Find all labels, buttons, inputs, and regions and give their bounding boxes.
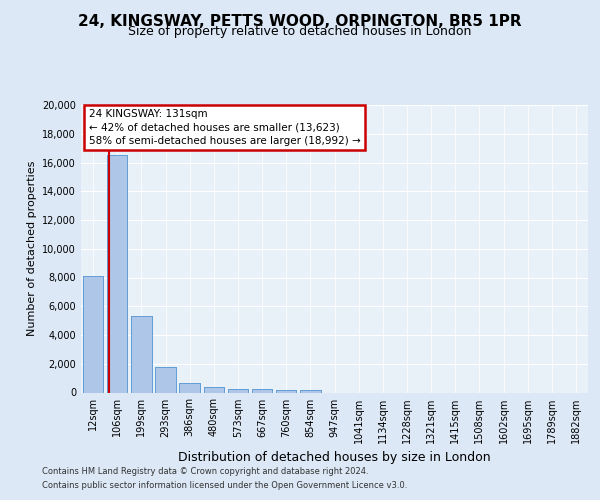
Y-axis label: Number of detached properties: Number of detached properties: [27, 161, 37, 336]
Bar: [203, 388, 224, 392]
Bar: [276, 390, 296, 392]
Bar: [203, 388, 224, 392]
Bar: [131, 316, 152, 392]
Bar: [131, 316, 152, 392]
Text: Contains public sector information licensed under the Open Government Licence v3: Contains public sector information licen…: [42, 481, 407, 490]
Bar: [107, 156, 127, 392]
Bar: [227, 388, 248, 392]
Bar: [300, 390, 320, 392]
Bar: [252, 390, 272, 392]
Bar: [300, 390, 320, 392]
Bar: [155, 368, 176, 392]
Text: 24 KINGSWAY: 131sqm
← 42% of detached houses are smaller (13,623)
58% of semi-de: 24 KINGSWAY: 131sqm ← 42% of detached ho…: [89, 110, 361, 146]
Text: 24, KINGSWAY, PETTS WOOD, ORPINGTON, BR5 1PR: 24, KINGSWAY, PETTS WOOD, ORPINGTON, BR5…: [78, 14, 522, 29]
Bar: [276, 390, 296, 392]
Bar: [179, 383, 200, 392]
Bar: [83, 276, 103, 392]
Bar: [252, 390, 272, 392]
Text: Contains HM Land Registry data © Crown copyright and database right 2024.: Contains HM Land Registry data © Crown c…: [42, 467, 368, 476]
Bar: [179, 383, 200, 392]
Bar: [227, 388, 248, 392]
Bar: [107, 156, 127, 392]
Text: Size of property relative to detached houses in London: Size of property relative to detached ho…: [128, 25, 472, 38]
X-axis label: Distribution of detached houses by size in London: Distribution of detached houses by size …: [178, 451, 491, 464]
Bar: [83, 276, 103, 392]
Bar: [155, 368, 176, 392]
